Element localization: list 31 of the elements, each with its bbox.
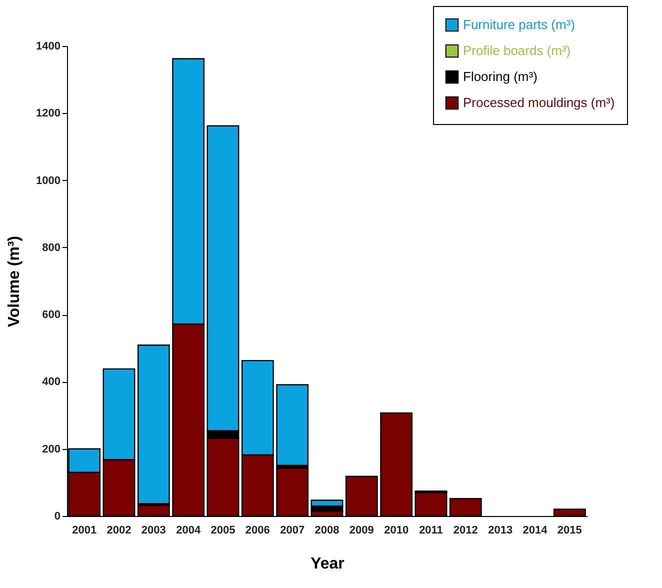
legend-label: Flooring (m³) xyxy=(463,69,538,84)
x-tick-label: 2002 xyxy=(106,524,132,536)
y-axis-title: Volume (m³) xyxy=(6,236,24,328)
bar xyxy=(137,344,170,504)
x-tick-label: 2003 xyxy=(141,524,166,536)
y-tick-label: 1000 xyxy=(36,174,60,187)
y-tick-label: 1200 xyxy=(36,108,60,120)
bar xyxy=(276,384,309,466)
x-tick-label: 2001 xyxy=(72,524,97,536)
legend-label: Furniture parts (m³) xyxy=(463,17,575,32)
y-tick-label: 200 xyxy=(42,443,60,456)
x-tick-label: 2009 xyxy=(349,524,374,536)
x-tick-label: 2012 xyxy=(453,524,478,536)
x-tick-label: 2011 xyxy=(419,524,443,536)
x-tick-label: 2015 xyxy=(557,524,582,536)
y-tick-label: 600 xyxy=(42,309,60,322)
x-tick-label: 2006 xyxy=(245,524,270,536)
legend-label: Processed mouldings (m³) xyxy=(463,95,615,110)
x-tick-label: 2010 xyxy=(384,524,409,536)
y-tick-label: 0 xyxy=(54,510,60,522)
y-tick-label: 800 xyxy=(42,242,60,254)
x-tick-label: 2013 xyxy=(488,524,513,536)
x-tick-label: 2005 xyxy=(210,524,236,536)
x-tick-label: 2007 xyxy=(280,524,305,536)
y-tick-label: 1400 xyxy=(36,40,60,52)
x-tick-label: 2004 xyxy=(176,524,202,536)
x-tick-label: 2008 xyxy=(314,524,340,536)
legend-label: Profile boards (m³) xyxy=(463,43,571,58)
x-axis-title: Year xyxy=(310,556,344,572)
y-tick-label: 400 xyxy=(42,376,60,388)
x-tick-label: 2014 xyxy=(522,524,548,536)
